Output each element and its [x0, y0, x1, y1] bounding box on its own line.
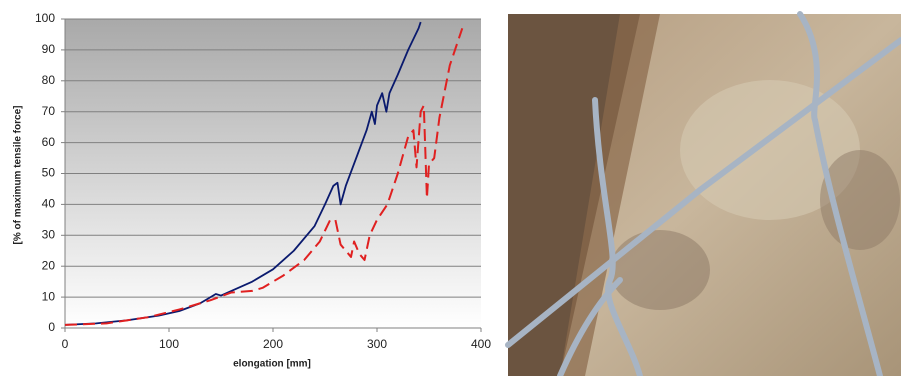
- data-line: [64, 27, 464, 326]
- x-axis-title: elongation [mm]: [233, 359, 311, 370]
- y-tick-label: 70: [42, 104, 56, 118]
- y-tick-label: 80: [42, 73, 56, 87]
- y-tick-label: 60: [42, 135, 56, 149]
- y-tick-label: 30: [42, 227, 56, 241]
- x-tick-label: 0: [62, 337, 69, 351]
- photo: [505, 11, 901, 376]
- x-tick-label: 300: [367, 337, 387, 351]
- y-axis-title: [% of maximum tensile force]: [13, 106, 24, 245]
- y-tick-label: 0: [48, 320, 55, 334]
- x-tick-label: 200: [263, 337, 283, 351]
- y-tick-label: 40: [42, 197, 56, 211]
- y-tick-label: 50: [42, 166, 56, 180]
- photo-wire: [592, 97, 643, 376]
- y-tick-label: 20: [42, 258, 56, 272]
- y-tick-label: 90: [42, 42, 56, 56]
- x-tick-label: 400: [471, 337, 491, 351]
- photo-wire: [797, 11, 883, 376]
- x-tick-label: 100: [159, 337, 179, 351]
- photo-wire: [505, 37, 901, 348]
- photo-patch: [610, 230, 710, 310]
- y-tick-label: 10: [42, 289, 56, 303]
- photo-wire: [557, 277, 623, 376]
- y-tick-label: 100: [35, 11, 55, 25]
